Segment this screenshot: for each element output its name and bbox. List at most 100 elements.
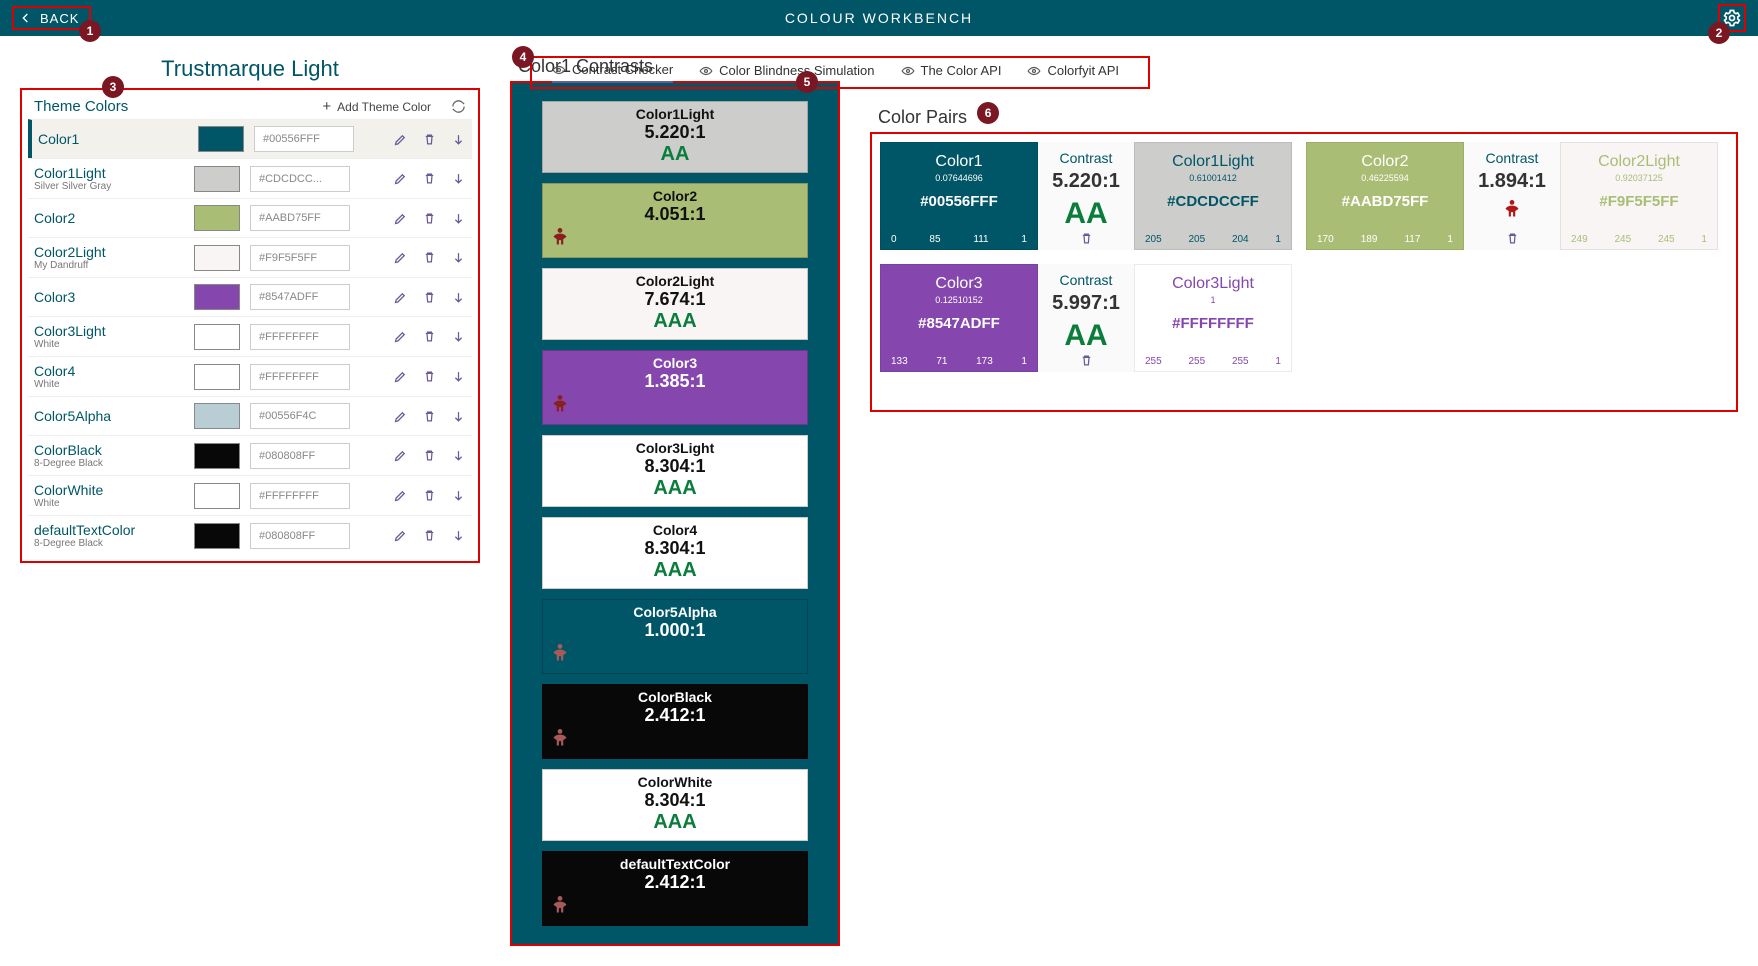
- color-swatch[interactable]: [194, 284, 240, 310]
- theme-color-row[interactable]: Color2Light My Dandruff: [28, 237, 472, 277]
- edit-button[interactable]: [393, 488, 408, 503]
- theme-color-row[interactable]: Color1Light Silver Silver Gray: [28, 158, 472, 198]
- delete-button[interactable]: [422, 409, 437, 424]
- move-down-button[interactable]: [451, 488, 466, 503]
- edit-button[interactable]: [393, 528, 408, 543]
- hex-input[interactable]: [254, 126, 354, 152]
- color-swatch[interactable]: [194, 523, 240, 549]
- contrast-card[interactable]: defaultTextColor 2.412:1: [542, 851, 808, 926]
- tab[interactable]: Color Blindness Simulation: [699, 62, 874, 83]
- edit-button[interactable]: [393, 290, 408, 305]
- hex-input[interactable]: [250, 324, 350, 350]
- edit-button[interactable]: [393, 369, 408, 384]
- contrast-ratio: 2.412:1: [547, 705, 803, 726]
- hex-input[interactable]: [250, 523, 350, 549]
- move-down-button[interactable]: [451, 250, 466, 265]
- contrast-card[interactable]: Color1Light 5.220:1 AA: [542, 101, 808, 173]
- hex-input[interactable]: [250, 443, 350, 469]
- move-down-button[interactable]: [451, 329, 466, 344]
- theme-color-row[interactable]: ColorBlack 8-Degree Black: [28, 435, 472, 475]
- theme-color-row[interactable]: defaultTextColor 8-Degree Black: [28, 515, 472, 555]
- edit-button[interactable]: [393, 132, 408, 147]
- hex-input[interactable]: [250, 166, 350, 192]
- arrow-down-icon: [451, 132, 466, 147]
- delete-button[interactable]: [422, 369, 437, 384]
- trash-icon: [422, 250, 437, 265]
- theme-title: Trustmarque Light: [20, 56, 480, 82]
- color-swatch[interactable]: [194, 403, 240, 429]
- delete-button[interactable]: [422, 290, 437, 305]
- delete-button[interactable]: [422, 132, 437, 147]
- move-down-button[interactable]: [451, 528, 466, 543]
- pair-card[interactable]: Color3Light 1 #FFFFFFFF 2552552551: [1134, 264, 1292, 372]
- delete-button[interactable]: [422, 528, 437, 543]
- theme-color-row[interactable]: Color2: [28, 198, 472, 237]
- settings-button[interactable]: 2: [1718, 4, 1746, 32]
- theme-color-row[interactable]: Color3: [28, 277, 472, 316]
- contrast-card[interactable]: Color2 4.051:1: [542, 183, 808, 258]
- move-down-button[interactable]: [451, 409, 466, 424]
- edit-button[interactable]: [393, 448, 408, 463]
- hex-input[interactable]: [250, 403, 350, 429]
- edit-button[interactable]: [393, 329, 408, 344]
- contrast-card[interactable]: ColorWhite 8.304:1 AAA: [542, 769, 808, 841]
- edit-button[interactable]: [393, 211, 408, 226]
- color-swatch[interactable]: [198, 126, 244, 152]
- move-down-button[interactable]: [451, 132, 466, 147]
- color-swatch[interactable]: [194, 245, 240, 271]
- hex-input[interactable]: [250, 245, 350, 271]
- delete-pair-button[interactable]: [1079, 353, 1094, 368]
- contrast-card[interactable]: Color2Light 7.674:1 AAA: [542, 268, 808, 340]
- refresh-button[interactable]: [451, 99, 466, 114]
- contrast-name: Color2Light: [547, 273, 803, 289]
- color-swatch[interactable]: [194, 166, 240, 192]
- delete-button[interactable]: [422, 171, 437, 186]
- delete-button[interactable]: [422, 329, 437, 344]
- theme-color-row[interactable]: Color1: [28, 119, 472, 158]
- tab[interactable]: Colorfyit API: [1027, 62, 1119, 83]
- move-down-button[interactable]: [451, 448, 466, 463]
- delete-button[interactable]: [422, 250, 437, 265]
- contrast-card[interactable]: ColorBlack 2.412:1: [542, 684, 808, 759]
- pair-card[interactable]: Color2Light 0.92037125 #F9F5F5FF 2492452…: [1560, 142, 1718, 250]
- pair-card[interactable]: Color1Light 0.61001412 #CDCDCCFF 2052052…: [1134, 142, 1292, 250]
- move-down-button[interactable]: [451, 211, 466, 226]
- back-button[interactable]: BACK 1: [12, 6, 91, 30]
- delete-button[interactable]: [422, 488, 437, 503]
- theme-color-row[interactable]: Color5Alpha: [28, 396, 472, 435]
- hex-input[interactable]: [250, 205, 350, 231]
- color-swatch[interactable]: [194, 205, 240, 231]
- move-down-button[interactable]: [451, 369, 466, 384]
- pair-luminance: 0.92037125: [1615, 173, 1663, 183]
- contrast-card[interactable]: Color3Light 8.304:1 AAA: [542, 435, 808, 507]
- contrast-card[interactable]: Color3 1.385:1: [542, 350, 808, 425]
- color-swatch[interactable]: [194, 483, 240, 509]
- edit-button[interactable]: [393, 409, 408, 424]
- tab[interactable]: The Color API: [901, 62, 1002, 83]
- pair-card[interactable]: Color3 0.12510152 #8547ADFF 133711731: [880, 264, 1038, 372]
- edit-button[interactable]: [393, 250, 408, 265]
- hex-input[interactable]: [250, 483, 350, 509]
- contrast-card[interactable]: Color4 8.304:1 AAA: [542, 517, 808, 589]
- contrast-card[interactable]: Color5Alpha 1.000:1: [542, 599, 808, 674]
- theme-color-row[interactable]: Color4 White: [28, 356, 472, 396]
- edit-button[interactable]: [393, 171, 408, 186]
- hex-input[interactable]: [250, 284, 350, 310]
- delete-button[interactable]: [422, 211, 437, 226]
- delete-pair-button[interactable]: [1079, 231, 1094, 246]
- move-down-button[interactable]: [451, 171, 466, 186]
- move-down-button[interactable]: [451, 290, 466, 305]
- theme-color-row[interactable]: ColorWhite White: [28, 475, 472, 515]
- color-swatch[interactable]: [194, 443, 240, 469]
- pair-card[interactable]: Color2 0.46225594 #AABD75FF 1701891171: [1306, 142, 1464, 250]
- tab[interactable]: Contrast Checker: [552, 62, 673, 83]
- hex-input[interactable]: [250, 364, 350, 390]
- delete-button[interactable]: [422, 448, 437, 463]
- color-swatch[interactable]: [194, 364, 240, 390]
- color-swatch[interactable]: [194, 324, 240, 350]
- add-theme-color-button[interactable]: + Add Theme Color: [322, 99, 431, 114]
- theme-color-row[interactable]: Color3Light White: [28, 316, 472, 356]
- delete-pair-button[interactable]: [1505, 231, 1520, 246]
- pair-card[interactable]: Color1 0.07644696 #00556FFF 0851111: [880, 142, 1038, 250]
- pair-ratio: 5.997:1: [1052, 292, 1120, 315]
